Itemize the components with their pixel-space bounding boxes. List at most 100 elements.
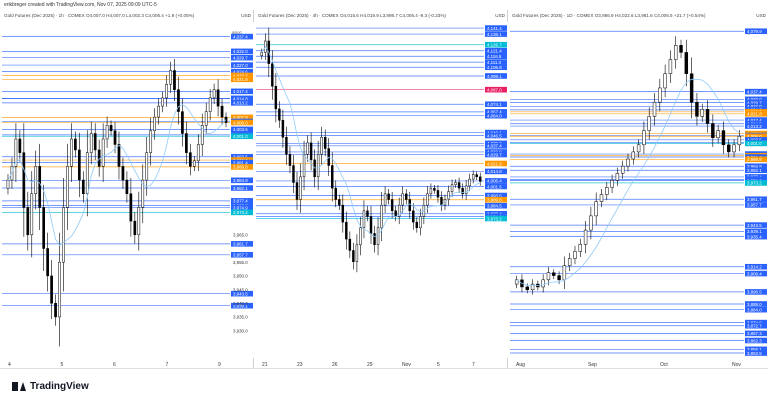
candle-body bbox=[173, 70, 176, 90]
chart-plot[interactable]: apoc4,079.94,037.44,032.04,029.74,027.04… bbox=[508, 10, 768, 368]
price-tag-label: 4,029.7 bbox=[747, 100, 762, 105]
price-tag-label: 3,914.2 bbox=[747, 265, 762, 270]
candle-body bbox=[18, 138, 22, 153]
candle-body bbox=[348, 238, 352, 251]
x-tick-label: 23 bbox=[297, 362, 303, 368]
candle-body bbox=[109, 125, 113, 132]
price-tag bbox=[745, 228, 767, 235]
price-tag-label: 3,856.1 bbox=[747, 347, 762, 352]
chart-panel-1h[interactable]: Gold Futures (Dec 2025) · 1h · COMEX O4,… bbox=[0, 10, 254, 368]
y-tick-label: 3,940.0 bbox=[233, 301, 248, 306]
price-tag-label: 3,984.9 bbox=[747, 164, 762, 169]
price-tag bbox=[745, 123, 767, 129]
price-tag-label: 4,136.1 bbox=[487, 32, 502, 37]
chart-plot[interactable]: apoc4,037.44,032.04,029.74,027.04,024.64… bbox=[0, 10, 254, 368]
candle-body bbox=[177, 89, 180, 112]
currency-label: USD bbox=[756, 13, 766, 18]
candle-body bbox=[705, 109, 710, 124]
price-tag bbox=[231, 68, 253, 75]
x-tick-label: 7 bbox=[472, 362, 475, 368]
price-tag-label: 4,007.9 bbox=[233, 115, 248, 120]
price-tag bbox=[745, 233, 767, 240]
price-tag-label: 4,027.0 bbox=[233, 63, 248, 68]
price-tag-label: 3,867.3 bbox=[747, 331, 762, 336]
candle-body bbox=[89, 133, 93, 153]
candle-body bbox=[355, 244, 359, 263]
candle-body bbox=[200, 125, 204, 145]
price-tag bbox=[485, 86, 507, 93]
tradingview-logo[interactable]: TradingView bbox=[12, 381, 89, 392]
price-tag bbox=[485, 196, 507, 203]
price-tag-label: 4,001.0 bbox=[747, 141, 762, 146]
candle-body bbox=[450, 184, 454, 192]
price-tag bbox=[745, 99, 767, 106]
x-tick-label: 6 bbox=[113, 362, 116, 368]
candle-body bbox=[387, 193, 390, 200]
price-tag-label: 4,079.9 bbox=[747, 29, 762, 34]
chart-panel-1d[interactable]: Gold Futures (Dec 2025) · 1D · COMEX O3,… bbox=[508, 10, 768, 368]
candle-body bbox=[14, 138, 18, 167]
candle-body bbox=[557, 275, 561, 281]
candle-body bbox=[66, 166, 69, 208]
chart-title: Gold Futures (Dec 2025) · 1h · COMEX O4,… bbox=[4, 13, 195, 18]
candle-body bbox=[306, 142, 309, 155]
price-tag bbox=[231, 164, 253, 170]
candle-body bbox=[117, 144, 121, 167]
candle-body bbox=[642, 130, 646, 146]
price-tag bbox=[745, 167, 767, 174]
candle-body bbox=[288, 153, 292, 166]
candle-body bbox=[208, 97, 212, 112]
candle-body bbox=[105, 125, 109, 140]
candle-body bbox=[274, 86, 278, 110]
candle-body bbox=[292, 165, 295, 183]
candle-body bbox=[383, 193, 387, 206]
chart-panel-4h[interactable]: Gold Futures (Dec 2025) · 4h · COMEX O4,… bbox=[254, 10, 508, 368]
price-tag bbox=[231, 302, 253, 309]
candle-body bbox=[22, 152, 26, 208]
price-tag bbox=[745, 350, 767, 356]
candle-body bbox=[153, 116, 157, 132]
candle-body bbox=[447, 191, 450, 200]
price-tag-label: 3,989.8 bbox=[233, 165, 248, 170]
candle-body bbox=[216, 89, 220, 107]
chart-title: Gold Futures (Dec 2025) · 1D · COMEX O3,… bbox=[512, 13, 706, 18]
candle-body bbox=[77, 149, 81, 181]
price-tag-label: 3,973.2 bbox=[747, 181, 762, 186]
price-tag bbox=[485, 64, 507, 71]
chart-plot[interactable]: apoc4,141.44,136.14,126.74,121.44,116.54… bbox=[254, 10, 508, 368]
candle-body bbox=[468, 178, 471, 187]
price-tag-label: 3,977.4 bbox=[233, 199, 248, 204]
price-tag-label: 4,013.2 bbox=[747, 124, 762, 129]
candle-body bbox=[599, 194, 604, 202]
candle-body bbox=[50, 275, 53, 304]
candle-body bbox=[433, 187, 436, 191]
candle-body bbox=[658, 87, 662, 103]
price-tag-label: 4,037.4 bbox=[233, 34, 248, 39]
price-tag bbox=[745, 322, 767, 329]
price-tag bbox=[231, 204, 253, 211]
price-tag bbox=[745, 196, 767, 203]
price-tag bbox=[485, 73, 507, 79]
price-tag bbox=[745, 289, 767, 295]
price-tag bbox=[485, 168, 507, 175]
candle-body bbox=[149, 130, 153, 153]
x-tick-label: 7 bbox=[166, 362, 169, 368]
candle-body bbox=[101, 138, 105, 167]
price-tag-label: 4,064.0 bbox=[487, 114, 502, 119]
x-tick-label: 21 bbox=[262, 362, 268, 368]
candle-body bbox=[38, 166, 42, 208]
candle-body bbox=[636, 144, 641, 153]
x-tick-label: Nov bbox=[402, 362, 411, 368]
candle-body bbox=[352, 250, 355, 263]
price-tag-label: 4,027.0 bbox=[747, 104, 762, 109]
price-tag bbox=[485, 53, 507, 60]
price-tag bbox=[745, 28, 767, 35]
price-tag-label: 3,874.9 bbox=[747, 320, 762, 325]
candle-body bbox=[615, 172, 620, 181]
candle-body bbox=[647, 116, 651, 131]
candle-body bbox=[204, 111, 208, 126]
price-tag bbox=[485, 143, 507, 149]
price-tag bbox=[745, 346, 767, 353]
price-tag-label: 3,973.2 bbox=[487, 216, 502, 221]
candle-body bbox=[668, 59, 673, 74]
